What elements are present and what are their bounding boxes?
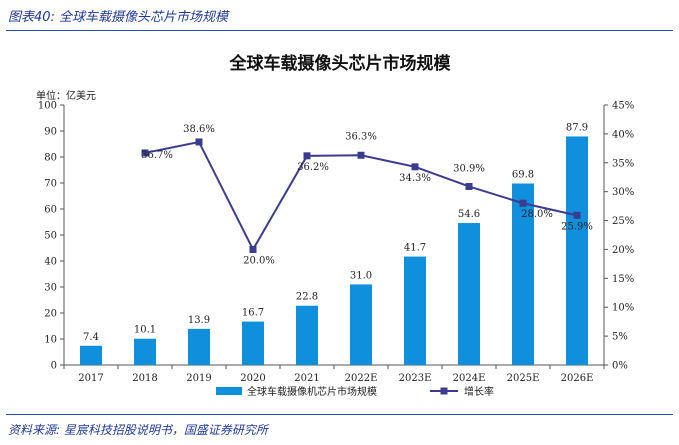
y-right-tick-label: 25% xyxy=(612,216,634,227)
y-right-tick-label: 40% xyxy=(612,129,634,140)
y-left-tick-label: 70 xyxy=(44,179,57,190)
bar-value-label: 54.6 xyxy=(458,209,480,220)
growth-rate-point xyxy=(465,182,473,190)
y-right-tick-label: 45% xyxy=(612,101,634,112)
x-tick-label: 2020 xyxy=(240,373,265,384)
growth-rate-label: 34.3% xyxy=(399,173,431,184)
bar-value-label: 7.4 xyxy=(83,332,99,343)
x-tick-label: 2026E xyxy=(561,373,594,384)
plot-area: 0 10 20 30 40 50 60 70 80 90 100 0% 5% 10% 15% 20% 25% 30… xyxy=(38,101,634,385)
y-right-tick-label: 5% xyxy=(612,332,628,343)
growth-rate-label: 20.0% xyxy=(243,255,275,266)
bar-value-label: 87.9 xyxy=(566,122,588,133)
y-right-tick-label: 15% xyxy=(612,274,634,285)
bar xyxy=(458,223,480,365)
y-right-tick-label: 0% xyxy=(612,361,628,372)
growth-rate-point xyxy=(141,149,149,157)
y-left-tick-label: 60 xyxy=(44,205,57,216)
chart: 全球车载摄像头芯片市场规模 单位：亿美元 0 10 20 30 40 50 60 70 80 90… xyxy=(36,53,634,398)
y-left-tick-label: 10 xyxy=(44,335,57,346)
bar-value-label: 69.8 xyxy=(512,170,534,181)
growth-rate-label: 28.0% xyxy=(521,209,553,220)
bar xyxy=(134,338,156,365)
growth-rate-point xyxy=(411,163,419,171)
bar xyxy=(566,136,588,365)
y-left-tick-label: 20 xyxy=(44,309,57,320)
bar xyxy=(296,305,318,365)
top-rule xyxy=(6,30,673,31)
x-tick-label: 2025E xyxy=(507,373,540,384)
bar xyxy=(512,183,534,365)
x-tick-label: 2021 xyxy=(294,373,319,384)
legend-bar-swatch xyxy=(216,387,242,395)
growth-rate-label: 38.6% xyxy=(183,124,215,135)
bar xyxy=(242,321,264,365)
y-right-tick-label: 30% xyxy=(612,187,634,198)
y-right-tick-label: 35% xyxy=(612,158,634,169)
x-tick-label: 2023E xyxy=(399,373,432,384)
source-note: 资料来源: 星宸科技招股说明书，国盛证券研究所 xyxy=(8,423,268,437)
legend-line-marker xyxy=(440,387,448,395)
bar-value-label: 41.7 xyxy=(404,243,426,254)
y-left-tick-label: 30 xyxy=(44,283,57,294)
x-tick-label: 2019 xyxy=(186,373,211,384)
bar xyxy=(188,328,210,365)
growth-rate-label: 30.9% xyxy=(453,163,485,174)
y-left-tick-label: 0 xyxy=(51,361,57,372)
x-tick-label: 2017 xyxy=(78,373,103,384)
bar-value-label: 31.0 xyxy=(350,270,372,281)
legend: 全球车载摄像机芯片市场规模 增长率 xyxy=(216,385,494,398)
y-right-tick-label: 20% xyxy=(612,245,634,256)
x-tick-label: 2022E xyxy=(345,373,378,384)
y-left-tick-label: 80 xyxy=(44,153,57,164)
legend-bar-label: 全球车载摄像机芯片市场规模 xyxy=(247,385,377,398)
growth-rate-point xyxy=(303,152,311,160)
figure-caption: 图表40: 全球车载摄像头芯片市场规模 xyxy=(8,10,229,25)
bottom-rule xyxy=(6,414,673,415)
chart-title: 全球车载摄像头芯片市场规模 xyxy=(229,53,452,74)
y-left-tick-label: 50 xyxy=(44,231,57,242)
growth-rate-label: 36.3% xyxy=(345,131,377,142)
growth-rate-point xyxy=(249,245,257,253)
bar xyxy=(80,345,102,365)
y-unit-label: 单位：亿美元 xyxy=(36,89,96,102)
y-left-tick-label: 100 xyxy=(38,101,57,112)
growth-rate-label: 36.2% xyxy=(297,162,329,173)
bar-value-label: 13.9 xyxy=(188,315,210,326)
x-tick-label: 2018 xyxy=(132,373,157,384)
bar-value-label: 22.8 xyxy=(296,292,318,303)
bar xyxy=(404,256,426,365)
y-left-tick-label: 90 xyxy=(44,127,57,138)
growth-rate-label: 36.7% xyxy=(141,150,173,161)
legend-line-label: 增长率 xyxy=(464,385,494,398)
growth-rate-point xyxy=(357,151,365,159)
growth-rate-label: 25.9% xyxy=(561,221,593,232)
bar xyxy=(350,284,372,365)
y-left-tick-label: 40 xyxy=(44,257,57,268)
bar-value-label: 16.7 xyxy=(242,308,264,319)
x-tick-label: 2024E xyxy=(453,373,486,384)
bar-value-label: 10.1 xyxy=(134,325,156,336)
growth-rate-point xyxy=(195,138,203,146)
growth-rate-point xyxy=(573,211,581,219)
growth-rate-point xyxy=(519,199,527,207)
y-right-tick-label: 10% xyxy=(612,303,634,314)
